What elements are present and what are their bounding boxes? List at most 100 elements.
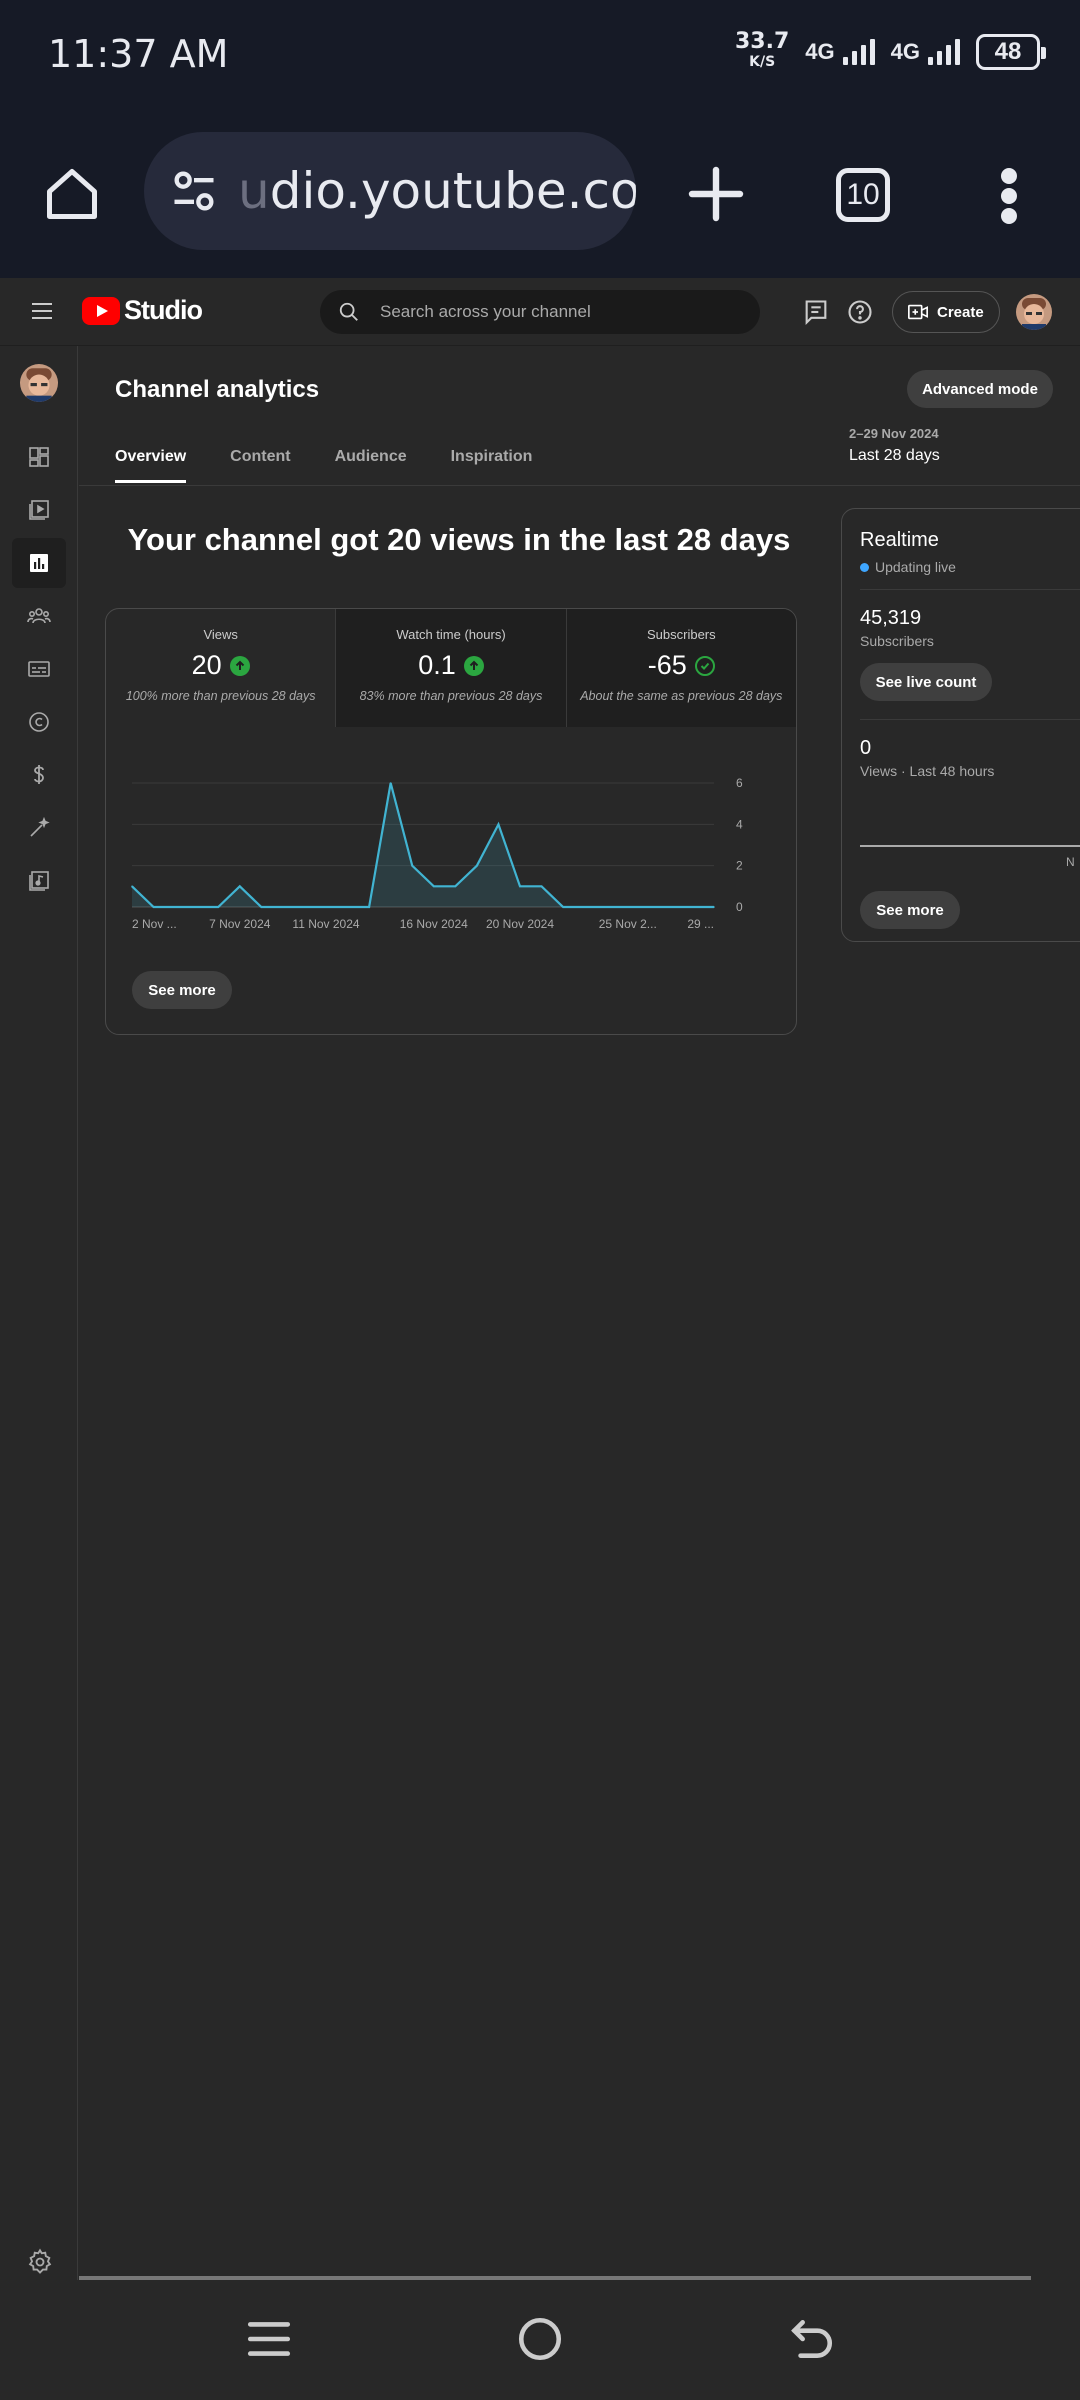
data-point [325, 906, 327, 908]
tab-switcher-button[interactable]: 10 [836, 168, 890, 222]
data-point [131, 885, 133, 888]
sidebar-item-subtitles[interactable] [12, 644, 66, 694]
realtime-subscribers-label: Subscribers [860, 633, 934, 649]
realtime-views-value: 0 [860, 737, 872, 759]
feedback-icon[interactable] [802, 298, 830, 326]
data-point [497, 823, 500, 826]
left-sidebar [0, 346, 78, 2328]
status-indicators: 33.7 K/S 4G 4G 48 [735, 31, 1046, 72]
metric-comparison: 83% more than previous 28 days [359, 689, 543, 703]
data-point [303, 906, 306, 908]
channel-avatar[interactable] [20, 364, 58, 402]
create-video-icon [908, 304, 928, 320]
tabs-divider [79, 485, 1080, 486]
tab-content[interactable]: Content [230, 448, 291, 465]
dashboard-icon [29, 447, 49, 467]
data-point [583, 906, 586, 908]
data-point [174, 906, 176, 908]
metric-comparison: About the same as previous 28 days [580, 689, 783, 703]
y-tick-label: 0 [736, 900, 743, 914]
home-circle-icon[interactable] [515, 2314, 565, 2364]
status-bar: 11:37 AM 33.7 K/S 4G 4G 48 [0, 0, 1080, 110]
sidebar-item-analytics[interactable] [12, 538, 66, 588]
studio-logo[interactable]: Studio [82, 295, 203, 326]
battery-level: 48 [994, 38, 1022, 65]
metric-label: Subscribers [647, 627, 716, 642]
see-live-count-button[interactable]: See live count [860, 663, 992, 701]
views-chart[interactable]: 0 2 4 6 2 Nov ... 7 Nov 2024 11 Nov 2024 16 Nov… [106, 727, 797, 947]
tab-inspiration[interactable]: Inspiration [450, 448, 533, 465]
advanced-mode-button[interactable]: Advanced mode [907, 370, 1053, 408]
network-speed: 33.7 K/S [735, 31, 789, 72]
network-speed-unit: K/S [749, 54, 776, 70]
tab-audience[interactable]: Audience [334, 448, 407, 465]
sidebar-item-dashboard[interactable] [12, 432, 66, 482]
horizontal-scrollbar[interactable] [79, 2276, 1031, 2280]
community-icon [27, 608, 51, 624]
more-menu-icon[interactable] [994, 166, 1024, 226]
settings-gear-icon[interactable] [26, 2248, 54, 2276]
battery-icon: 48 [976, 34, 1046, 70]
divider [860, 589, 1080, 590]
sidebar-item-community[interactable] [12, 591, 66, 641]
search-icon [339, 302, 358, 321]
account-avatar[interactable] [1016, 294, 1052, 330]
page-title: Channel analytics [115, 376, 320, 403]
x-tick-label: 2 Nov ... [132, 917, 177, 931]
realtime-live-text: Updating live [875, 559, 956, 575]
metric-subscribers[interactable]: Subscribers -65 About the same as previo… [566, 609, 796, 727]
recent-apps-icon[interactable] [244, 2314, 294, 2364]
chart-see-more-button[interactable]: See more [132, 971, 232, 1009]
trend-up-icon [229, 655, 250, 676]
series-line [131, 782, 714, 909]
studio-logo-text: Studio [124, 295, 203, 325]
back-icon[interactable] [786, 2314, 836, 2364]
site-settings-icon[interactable] [168, 165, 220, 217]
subtitles-icon [28, 661, 50, 677]
tab-overview[interactable]: Overview [115, 448, 187, 483]
sidebar-item-customization[interactable] [12, 803, 66, 853]
audio-library-icon [29, 871, 49, 891]
sidebar-item-copyright[interactable] [12, 697, 66, 747]
sidebar-item-content[interactable] [12, 485, 66, 535]
metric-value: 0.1 [418, 650, 456, 680]
data-point [691, 906, 694, 908]
divider [860, 719, 1080, 720]
hamburger-menu-icon[interactable] [30, 300, 54, 322]
sidebar-item-audio-library[interactable] [12, 856, 66, 906]
studio-header: Studio Search across your channel Create [0, 278, 1080, 346]
y-tick-label: 4 [736, 817, 743, 831]
data-point [195, 906, 198, 908]
search-input[interactable]: Search across your channel [320, 290, 760, 334]
address-bar[interactable]: udio.youtube.com [144, 132, 636, 250]
data-point [368, 906, 370, 908]
browser-toolbar: udio.youtube.com 10 [0, 110, 1080, 278]
x-tick-label: 7 Nov 2024 [209, 917, 271, 931]
home-icon[interactable] [42, 164, 102, 224]
realtime-live-status: Updating live [860, 559, 956, 575]
status-time: 11:37 AM [48, 32, 229, 76]
metric-watch-time[interactable]: Watch time (hours) 0.1 83% more than pre… [336, 609, 567, 727]
tab-count: 10 [846, 178, 880, 211]
realtime-see-more-button[interactable]: See more [860, 891, 960, 929]
content-icon [29, 500, 49, 520]
metric-comparison: 100% more than previous 28 days [125, 689, 316, 703]
data-point [152, 906, 155, 908]
metric-label: Watch time (hours) [396, 627, 506, 642]
sidebar-item-earn[interactable] [12, 750, 66, 800]
url-text: udio.youtube.com [238, 162, 636, 220]
help-icon[interactable] [846, 298, 874, 326]
x-tick-label: 25 Nov 2... [599, 917, 657, 931]
new-tab-icon[interactable] [684, 162, 748, 226]
realtime-chart-baseline [860, 845, 1080, 847]
data-point [260, 906, 263, 908]
copyright-icon [29, 712, 49, 732]
data-point [713, 906, 715, 908]
date-range-picker[interactable]: 2–29 Nov 2024 Last 28 days [849, 426, 940, 465]
system-nav-bar [0, 2280, 1080, 2400]
metric-views[interactable]: Views 20 100% more than previous 28 days [106, 609, 337, 727]
data-point [454, 885, 457, 888]
create-button[interactable]: Create [892, 291, 1000, 333]
data-point [605, 906, 608, 908]
trend-up-icon [463, 655, 484, 676]
